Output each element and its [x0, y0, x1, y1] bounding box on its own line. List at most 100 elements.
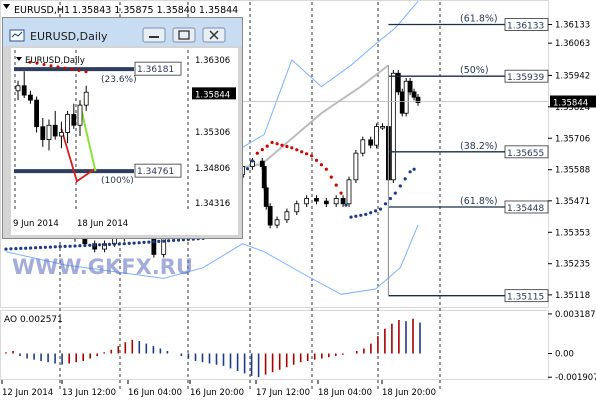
price-candle-body [353, 152, 359, 181]
price-candle-body [407, 80, 413, 93]
sar-dot [167, 239, 171, 243]
sar-dot [374, 209, 378, 213]
fib-level-value: 1.35939 [507, 73, 544, 83]
ao-panel [5, 318, 421, 378]
price-candle-body [346, 179, 352, 205]
sar-dot [295, 148, 299, 152]
price-candle-body [340, 198, 346, 205]
sar-dot [403, 177, 407, 181]
sar-dot [122, 242, 126, 246]
sar-dot [369, 211, 373, 215]
sar-dot [107, 242, 112, 246]
sar-dot [378, 207, 383, 211]
inset-header-triangle-icon [16, 57, 22, 61]
x-tick-label: 16 Jun 04:00 [128, 388, 182, 398]
sar-dot [172, 238, 176, 242]
y-tick-label: 1.35353 [555, 228, 590, 238]
price-candle-body [267, 206, 273, 226]
ao-tick-label: -0.001907 [555, 373, 596, 383]
price-candle-body [259, 160, 265, 167]
x-tick-label: 16 Jun 20:00 [190, 388, 244, 398]
price-candle-body [403, 80, 409, 114]
sar-dot [334, 183, 338, 187]
sar-dot [265, 144, 269, 148]
inset-candle-body [59, 132, 64, 137]
sar-dot [393, 191, 397, 195]
sar-dot [344, 203, 348, 207]
price-candle-body [274, 219, 280, 226]
inset-header-symbol: EURUSD,Daily [25, 56, 85, 66]
inset-candle-body [77, 104, 83, 126]
inset-sar-dot [63, 66, 67, 70]
sar-dot [339, 191, 343, 195]
daily-inset-window[interactable]: EURUSD,Daily 1.36181(23.6%) 1.34761(100%)… [2, 17, 243, 239]
x-tick-label: 18 Jun 04:00 [318, 388, 372, 398]
sar-dot [245, 167, 250, 171]
sar-dot [88, 243, 92, 247]
inset-plot: 1.36181(23.6%) 1.34761(100%) 1.36306 1.3584… [13, 50, 236, 229]
fib-level-label: (50%) [460, 65, 489, 76]
inset-price-tag [192, 87, 236, 100]
sar-dot [408, 170, 412, 174]
price-candle-body [284, 211, 290, 221]
price-candle-body [333, 198, 339, 205]
maximize-icon [178, 30, 190, 40]
inset-fib-box [134, 61, 182, 76]
inset-green-swing-line [79, 103, 97, 172]
sar-dot [176, 238, 181, 242]
sar-dot [290, 146, 294, 150]
maximize-button[interactable] [172, 27, 196, 43]
time-axis: 12 Jun 2014 13 Jun 12:00 16 Jun 04:00 16 Ju… [1, 380, 436, 398]
inset-sar-dot [35, 61, 39, 65]
header-symbol: EURUSD,H1 [14, 5, 70, 16]
sar-dot [354, 214, 358, 218]
fib-level-box [504, 289, 549, 303]
y-tick-label: 1.35706 [555, 134, 590, 144]
inset-candle-body [15, 85, 21, 92]
price-candle-body [368, 139, 374, 146]
sar-dot [314, 158, 319, 162]
sar-dot [93, 243, 97, 247]
y-tick-label: 1.36063 [555, 39, 590, 49]
fib-level-label: (61.8%) [460, 14, 498, 25]
sar-dot [300, 150, 304, 154]
sar-dot [14, 247, 18, 251]
x-tick-label: 18 Jun 20:00 [382, 388, 436, 398]
watermark-text: WWW.GKFX.RU [12, 255, 193, 279]
inset-candle-body [52, 124, 58, 137]
sar-dot [103, 243, 107, 247]
y-tick-label: 1.35118 [555, 291, 590, 301]
price-candle-body [304, 198, 310, 205]
sar-dot [117, 242, 121, 246]
price-candle-body [374, 126, 380, 146]
x-tick-label: 12 Jun 2014 [2, 388, 53, 398]
sar-dot [275, 142, 279, 146]
sar-dot [250, 159, 254, 163]
close-icon [209, 30, 219, 40]
close-button[interactable] [202, 27, 226, 43]
ao-y-axis: 0.003187 0.00 -0.001907 [548, 310, 596, 383]
price-candle-body [411, 91, 417, 98]
sar-dot [329, 175, 333, 179]
inset-x-tick-label: 18 Jun 2014 [77, 219, 128, 229]
sar-dot [255, 151, 259, 155]
inset-sar-dot [28, 60, 32, 64]
sar-dot [398, 184, 402, 188]
price-candle-body [390, 72, 396, 181]
inset-y-tick-label: 1.34806 [195, 164, 230, 174]
sar-dot [83, 243, 87, 248]
ao-tick-label: 0.00 [555, 350, 574, 360]
sar-dot [4, 247, 8, 251]
inset-title: EURUSD,Daily [30, 30, 108, 43]
inset-sar-dot [56, 65, 60, 69]
inset-candle-body [83, 91, 89, 106]
sar-dot [29, 246, 33, 250]
inset-titlebar[interactable] [3, 18, 242, 46]
inset-sar-dot [49, 64, 53, 68]
minimize-button[interactable] [142, 27, 166, 43]
ao-title: AO 0.002571 [4, 315, 63, 325]
sar-dot [24, 246, 28, 250]
inset-candle-body [46, 124, 52, 141]
sar-dot [112, 242, 116, 246]
fib-level-value: 1.36133 [507, 22, 544, 32]
